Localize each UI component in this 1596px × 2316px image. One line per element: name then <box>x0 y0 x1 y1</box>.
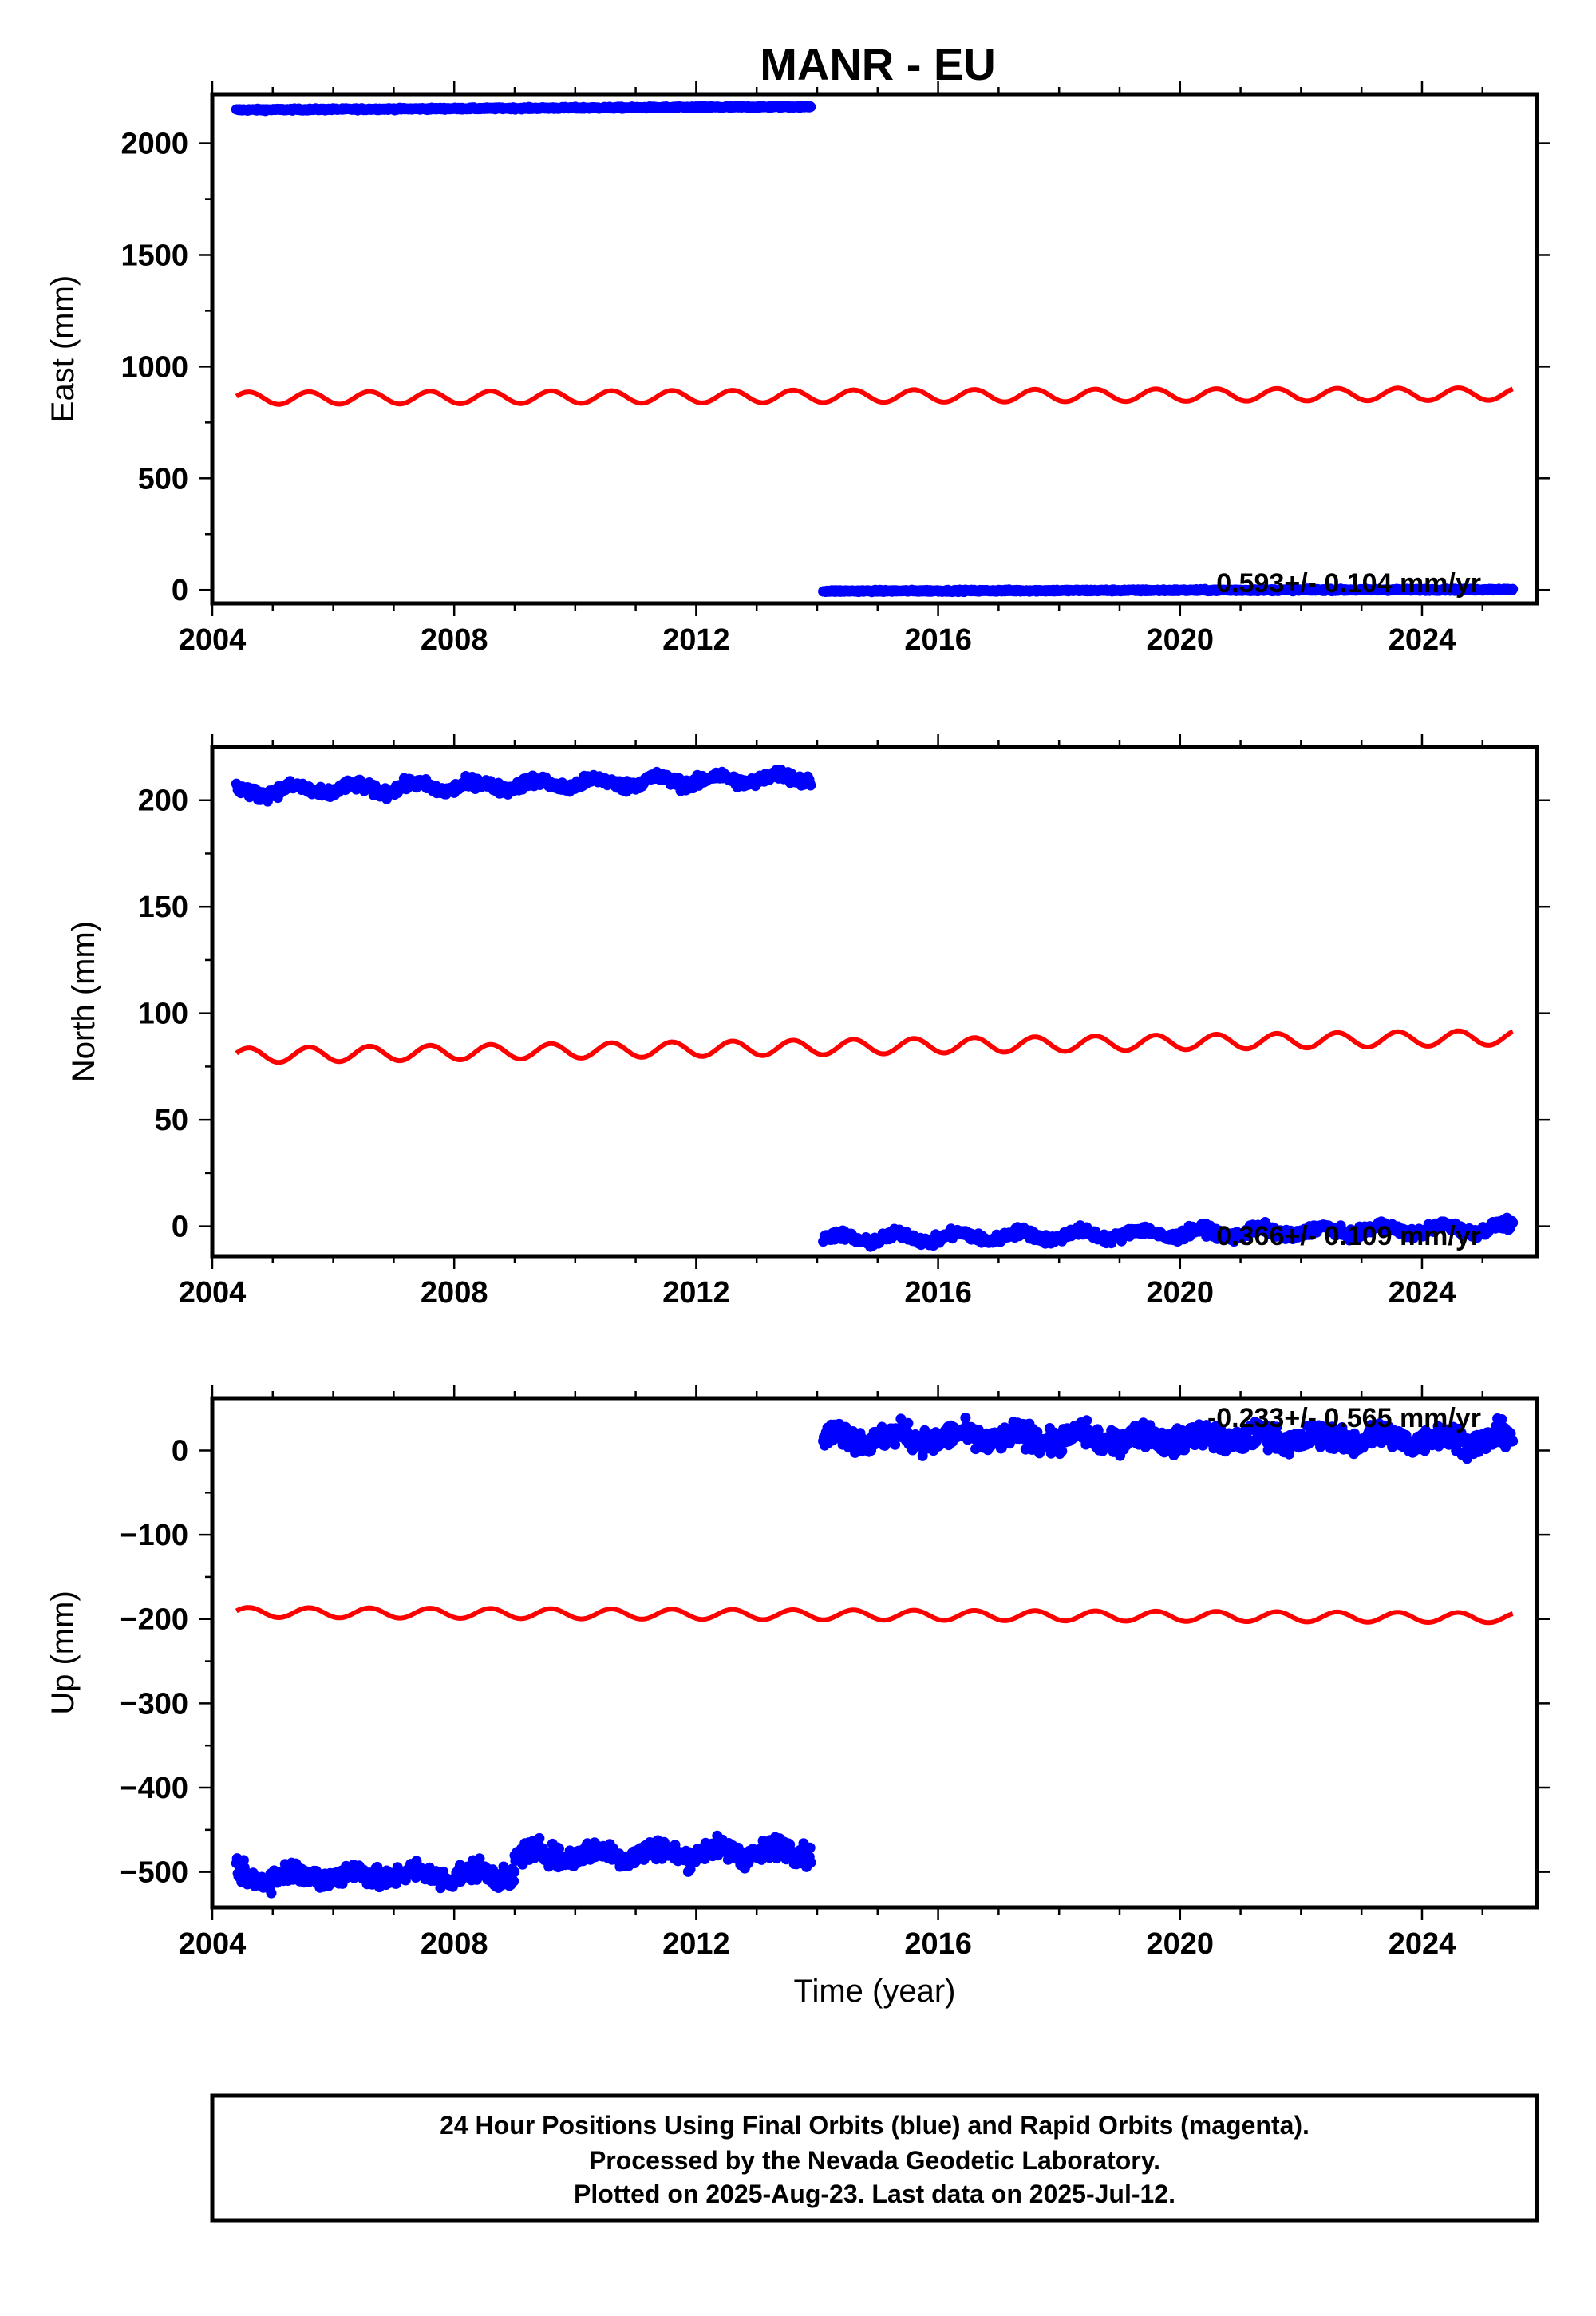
east-x-tick-label: 2004 <box>179 623 247 657</box>
east-y-tick-label: 500 <box>138 462 188 496</box>
north-x-tick-label: 2008 <box>421 1276 488 1310</box>
up-data-points <box>231 1413 1519 1899</box>
east-x-tick-label: 2020 <box>1147 623 1215 657</box>
north-data-points <box>231 764 1519 1252</box>
east-y-tick-label: 2000 <box>120 128 188 161</box>
up-data-point <box>804 1842 816 1853</box>
east-x-tick-label: 2016 <box>904 623 972 657</box>
up-data-point <box>534 1832 545 1844</box>
east-x-tick-label: 2024 <box>1389 623 1456 657</box>
north-y-tick-label: 0 <box>172 1211 188 1244</box>
east-rate-label: 0.593+/- 0.104 mm/yr <box>1216 568 1481 599</box>
east-model-line <box>235 385 1514 407</box>
up-data-point <box>805 1857 816 1868</box>
north-y-tick-label: 50 <box>155 1104 188 1137</box>
north-x-tick-label: 2012 <box>662 1276 730 1310</box>
panels: 2004 2008 2012 2016 2020 20240500100015002000… <box>45 81 1550 2009</box>
north-x-tick-label: 2004 <box>179 1276 247 1310</box>
panel-east: 2004 2008 2012 2016 2020 2024 0 500 1000 1500 2000… <box>45 81 1550 657</box>
up-data-point <box>890 1439 901 1450</box>
north-data-point <box>805 780 816 791</box>
up-data-point <box>1057 1445 1068 1456</box>
east-y-tick-label: 1500 <box>120 239 188 272</box>
up-data-point <box>903 1417 914 1429</box>
north-y-tick-label: 100 <box>138 998 188 1031</box>
east-data-point <box>805 101 816 113</box>
panel-up: 2004 2008 2012 2016 2020 20240−100−200−300−40… <box>45 1385 1550 2009</box>
east-x-tick-label: 2012 <box>662 623 730 657</box>
north-plot-area <box>231 764 1519 1252</box>
north-y-axis-label: North (mm) <box>66 921 101 1082</box>
east-plot-area <box>231 101 1519 598</box>
east-data-points <box>231 101 1519 598</box>
figure-title: MANR - EU <box>760 39 996 89</box>
north-x-tick-label: 2020 <box>1147 1276 1215 1310</box>
up-data-point <box>509 1867 520 1878</box>
up-data-point <box>508 1875 519 1887</box>
up-data-point <box>960 1413 971 1423</box>
north-y-tick-label: 150 <box>138 891 188 924</box>
up-data-point <box>1179 1445 1190 1456</box>
north-x-tick-label: 2016 <box>904 1276 972 1310</box>
north-data-point <box>1507 1217 1519 1228</box>
east-y-axis-label: East (mm) <box>45 275 81 422</box>
north-y-tick-label: 200 <box>138 785 188 818</box>
north-model-line <box>235 1028 1514 1065</box>
north-x-tick-label: 2024 <box>1389 1276 1456 1310</box>
north-frame <box>210 745 1539 1259</box>
east-frame <box>210 92 1539 606</box>
up-data-point <box>410 1872 421 1883</box>
up-data-point <box>266 1887 277 1899</box>
north-rate-label: 0.366+/- 0.109 mm/yr <box>1216 1221 1481 1251</box>
panel-north: 2004 2008 2012 2016 2020 2024 0 50 100 150 200 Nort… <box>66 734 1550 1310</box>
up-plot-area <box>231 1413 1519 1899</box>
up-data-point <box>973 1425 984 1435</box>
east-x-tick-label: 2008 <box>421 623 488 657</box>
east-data-point <box>1507 583 1519 595</box>
up-data-point <box>1081 1415 1092 1426</box>
east-y-tick-label: 1000 <box>120 350 188 384</box>
east-y-tick-label: 0 <box>172 574 188 607</box>
